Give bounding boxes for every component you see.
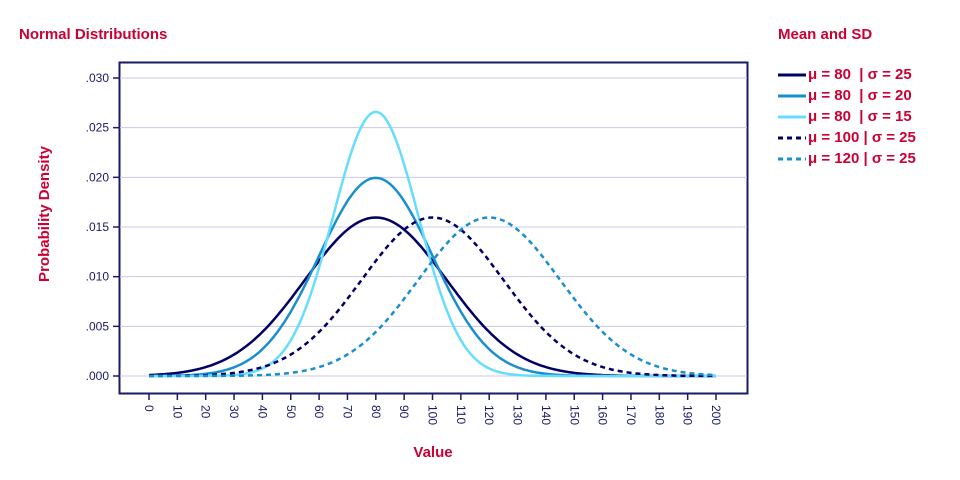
- x-tick-label: 10: [170, 405, 184, 419]
- x-tick-label: 30: [227, 405, 241, 419]
- x-tick-label: 200: [709, 405, 723, 425]
- x-tick-label: 120: [482, 405, 496, 425]
- y-axis-title: Probability Density: [36, 145, 53, 282]
- x-tick-label: 150: [567, 405, 581, 425]
- legend-label: μ = 120 | σ = 25: [808, 150, 916, 167]
- legend-item: μ = 80 | σ = 15: [778, 106, 916, 127]
- x-tick-label: 80: [369, 405, 383, 419]
- legend-item: μ = 100 | σ = 25: [778, 127, 916, 148]
- plot-frame: [118, 61, 749, 395]
- legend-label: μ = 80 | σ = 25: [808, 66, 912, 83]
- x-tick-label: 170: [624, 405, 638, 425]
- legend-label: μ = 80 | σ = 15: [808, 108, 912, 125]
- x-tick-label: 190: [681, 405, 695, 425]
- legend: μ = 80 | σ = 25 μ = 80 | σ = 20 μ = 80 | σ…: [778, 64, 916, 169]
- x-tick-label: 70: [340, 405, 354, 419]
- series-line-4: [149, 216, 717, 378]
- y-tick-label: .025: [86, 121, 110, 135]
- x-tick-label: 90: [397, 405, 411, 419]
- x-tick-label: 100: [426, 405, 440, 425]
- y-tick-label: .000: [86, 369, 110, 383]
- y-tick-label: .020: [86, 170, 110, 184]
- legend-swatch: [778, 136, 806, 139]
- legend-item: μ = 120 | σ = 25: [778, 148, 916, 169]
- x-tick-label: 130: [511, 405, 525, 425]
- y-tick-label: .010: [86, 270, 110, 284]
- legend-item: μ = 80 | σ = 20: [778, 85, 916, 106]
- x-tick-label: 20: [199, 405, 213, 419]
- x-tick-label: 140: [539, 405, 553, 425]
- legend-swatch: [778, 115, 806, 118]
- legend-label: μ = 100 | σ = 25: [808, 129, 916, 146]
- x-tick-label: 0: [142, 405, 156, 412]
- legend-swatch: [778, 157, 806, 160]
- x-tick-label: 180: [652, 405, 666, 425]
- legend-item: μ = 80 | σ = 25: [778, 64, 916, 85]
- y-tick-label: .030: [86, 71, 110, 85]
- series-line-2: [149, 110, 716, 378]
- legend-swatch: [778, 94, 806, 97]
- x-tick-label: 60: [312, 405, 326, 419]
- x-axis-title: Value: [413, 444, 452, 461]
- legend-title: Mean and SD: [778, 26, 873, 43]
- chart-title: Normal Distributions: [19, 26, 168, 43]
- legend-label: μ = 80 | σ = 20: [808, 87, 912, 104]
- legend-swatch: [778, 73, 806, 76]
- y-tick-label: .005: [86, 319, 110, 333]
- x-tick-label: 40: [255, 405, 269, 419]
- x-tick-label: 50: [284, 405, 298, 419]
- x-tick-label: 160: [596, 405, 610, 425]
- series-line-3: [149, 216, 716, 378]
- y-tick-label: .015: [86, 220, 110, 234]
- x-tick-label: 110: [454, 405, 468, 424]
